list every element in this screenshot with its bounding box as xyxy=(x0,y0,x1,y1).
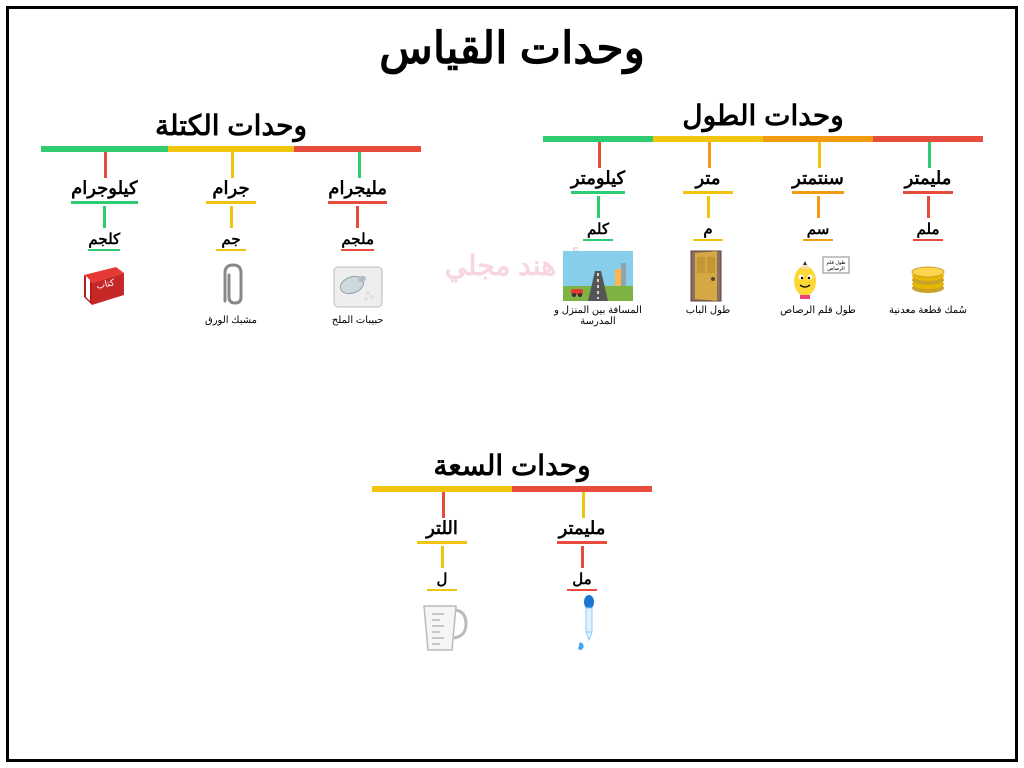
mass-items: كيلوجرام كلجم كتاب جرام جم xyxy=(41,178,421,326)
volume-bracket xyxy=(372,486,652,518)
length-items: كيلومتر كلم المساف xyxy=(543,168,983,327)
unit-name: سنتمتر xyxy=(792,168,844,194)
jug-icon xyxy=(376,599,508,653)
unit-name: مليمتر xyxy=(903,168,953,194)
length-item-km: كيلومتر كلم المساف xyxy=(543,168,653,327)
section-mass: وحدات الكتلة كيلوجرام كلجم xyxy=(41,109,421,326)
caption: سُمك قطعة معدنية xyxy=(877,305,979,316)
mass-item-kg: كيلوجرام كلجم كتاب xyxy=(41,178,168,326)
book-icon: كتاب xyxy=(45,259,164,313)
unit-abbr: كلم xyxy=(583,220,613,241)
unit-name: كيلومتر xyxy=(571,168,625,194)
page-frame: وحدات القياس أ/ هند مجلي وحدات الطول كيل… xyxy=(6,6,1018,762)
caption: حبيبات الملح xyxy=(298,315,417,326)
volume-item-ml: مليمتر مل xyxy=(512,518,652,655)
volume-item-l: اللتر ل xyxy=(372,518,512,655)
unit-abbr: ملم xyxy=(913,220,943,241)
door-icon xyxy=(657,249,759,303)
caption: طول قلم الرصاص xyxy=(767,305,869,316)
mass-item-g: جرام جم مشبك الورق xyxy=(168,178,295,326)
pencil-icon: طول قلم الرصاص xyxy=(767,249,869,303)
unit-name: جرام xyxy=(206,178,256,204)
salt-icon xyxy=(298,259,417,313)
unit-abbr: ل xyxy=(427,570,457,591)
unit-name: اللتر xyxy=(417,518,467,544)
length-item-m: متر م طول الباب xyxy=(653,168,763,327)
mass-bracket xyxy=(41,146,421,178)
unit-name: مليجرام xyxy=(328,178,387,204)
unit-abbr: مل xyxy=(567,570,597,591)
section-length-title: وحدات الطول xyxy=(543,99,983,132)
unit-abbr: ملجم xyxy=(341,230,374,251)
caption: طول الباب xyxy=(657,305,759,316)
length-item-cm: سنتمتر سم طول قلم الرصاص xyxy=(763,168,873,327)
unit-name: مليمتر xyxy=(557,518,607,544)
unit-abbr: سم xyxy=(803,220,833,241)
length-bracket xyxy=(543,136,983,168)
volume-items: اللتر ل مليمتر xyxy=(372,518,652,655)
unit-name: كيلوجرام xyxy=(71,178,137,204)
section-volume: وحدات السعة اللتر ل xyxy=(372,449,652,655)
length-item-mm: مليمتر ملم سُمك قطعة معدنية xyxy=(873,168,983,327)
unit-abbr: كلجم xyxy=(88,230,120,251)
caption: مشبك الورق xyxy=(172,315,291,326)
section-volume-title: وحدات السعة xyxy=(372,449,652,482)
svg-text:الرصاص: الرصاص xyxy=(827,266,845,272)
dropper-icon xyxy=(516,599,648,653)
section-length: وحدات الطول كيلومتر كلم xyxy=(543,99,983,327)
mass-item-mg: مليجرام ملجم حبيبات الملح xyxy=(294,178,421,326)
section-mass-title: وحدات الكتلة xyxy=(41,109,421,142)
unit-name: متر xyxy=(683,168,733,194)
unit-abbr: م xyxy=(693,220,723,241)
caption: المسافة بين المنزل و المدرسة xyxy=(547,305,649,327)
paperclip-icon xyxy=(172,259,291,313)
road-icon xyxy=(547,249,649,303)
main-title: وحدات القياس xyxy=(9,23,1015,74)
unit-abbr: جم xyxy=(216,230,246,251)
coins-icon xyxy=(877,249,979,303)
